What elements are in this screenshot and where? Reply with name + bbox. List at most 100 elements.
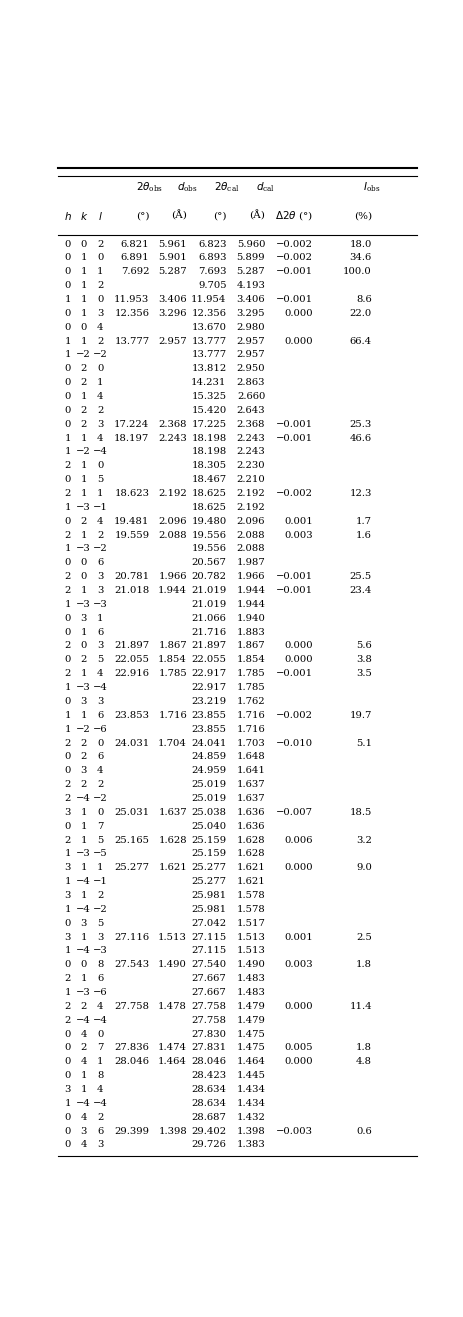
Text: 1.483: 1.483 [237,988,265,997]
Text: 1: 1 [81,433,87,443]
Text: 3.8: 3.8 [356,656,372,664]
Text: 25.159: 25.159 [191,835,226,844]
Text: 27.543: 27.543 [114,960,150,969]
Text: 1.716: 1.716 [237,724,265,734]
Text: 0: 0 [65,1058,71,1067]
Text: 2: 2 [81,780,87,789]
Text: 1.490: 1.490 [237,960,265,969]
Text: 1.483: 1.483 [237,975,265,982]
Text: 0: 0 [97,253,103,262]
Text: −4: −4 [93,1098,108,1108]
Text: 22.917: 22.917 [191,669,226,678]
Text: 0: 0 [65,1141,71,1150]
Text: 0: 0 [65,752,71,761]
Text: 4: 4 [97,766,103,776]
Text: 18.467: 18.467 [191,475,226,485]
Text: −4: −4 [93,1015,108,1025]
Text: 3.2: 3.2 [356,835,372,844]
Text: 24.959: 24.959 [191,766,226,776]
Text: 5: 5 [97,475,103,485]
Text: 21.019: 21.019 [191,601,226,608]
Text: 0.000: 0.000 [284,656,313,664]
Text: 5.960: 5.960 [237,240,265,249]
Text: 3.5: 3.5 [356,669,372,678]
Text: 23.853: 23.853 [114,711,150,720]
Text: 1.637: 1.637 [237,794,265,803]
Text: 1.8: 1.8 [356,960,372,969]
Text: 12.3: 12.3 [350,489,372,498]
Text: −0.002: −0.002 [275,489,313,498]
Text: 14.231: 14.231 [191,378,226,387]
Text: 3: 3 [81,766,87,776]
Text: 4: 4 [97,669,103,678]
Text: 2: 2 [97,240,103,249]
Text: 1.966: 1.966 [237,572,265,581]
Text: 6: 6 [97,711,103,720]
Text: 3: 3 [97,697,103,706]
Text: 1.867: 1.867 [237,641,265,651]
Text: 25.019: 25.019 [191,794,226,803]
Text: 1.513: 1.513 [158,932,187,942]
Text: 1.474: 1.474 [158,1043,187,1052]
Text: 2: 2 [65,641,71,651]
Text: 22.917: 22.917 [191,684,226,691]
Text: 27.042: 27.042 [191,919,226,927]
Text: 21.897: 21.897 [114,641,150,651]
Text: 100.0: 100.0 [343,267,372,277]
Text: 2: 2 [97,780,103,789]
Text: 6: 6 [97,1126,103,1135]
Text: 18.198: 18.198 [191,433,226,443]
Text: 2: 2 [65,780,71,789]
Text: 0.006: 0.006 [284,835,313,844]
Text: 0: 0 [97,807,103,817]
Text: 1.513: 1.513 [237,947,265,955]
Text: 15.325: 15.325 [191,392,226,400]
Text: 0: 0 [97,295,103,304]
Text: −1: −1 [93,503,108,512]
Text: 0: 0 [65,614,71,623]
Text: 34.6: 34.6 [350,253,372,262]
Text: 25.019: 25.019 [191,780,226,789]
Text: 2: 2 [81,420,87,429]
Text: 1: 1 [81,835,87,844]
Text: 1.621: 1.621 [237,877,265,886]
Text: 19.481: 19.481 [114,516,150,525]
Text: 1.445: 1.445 [236,1071,265,1080]
Text: 25.031: 25.031 [114,807,150,817]
Text: (°): (°) [136,211,150,220]
Text: 2.096: 2.096 [158,516,187,525]
Text: 5: 5 [97,919,103,927]
Text: 1: 1 [81,295,87,304]
Text: 1: 1 [81,1071,87,1080]
Text: 2.088: 2.088 [237,531,265,540]
Text: 2: 2 [65,739,71,748]
Text: 25.277: 25.277 [114,863,150,872]
Text: 22.916: 22.916 [114,669,150,678]
Text: 0: 0 [81,323,87,332]
Text: 1: 1 [81,892,87,900]
Text: 0: 0 [65,240,71,249]
Text: 3.295: 3.295 [237,309,265,317]
Text: 1.716: 1.716 [237,711,265,720]
Text: −2: −2 [76,448,91,457]
Text: 4: 4 [97,1002,103,1011]
Text: 1.762: 1.762 [237,697,265,706]
Text: −3: −3 [76,849,91,859]
Text: 1: 1 [97,863,103,872]
Text: 2.210: 2.210 [237,475,265,485]
Text: 27.758: 27.758 [192,1002,226,1011]
Text: 0: 0 [65,267,71,277]
Text: 2: 2 [81,378,87,387]
Text: 2: 2 [97,337,103,345]
Text: 3: 3 [97,641,103,651]
Text: (%): (%) [354,211,372,220]
Text: 0: 0 [65,309,71,317]
Text: 0: 0 [65,1126,71,1135]
Text: 18.625: 18.625 [192,489,226,498]
Text: 2.950: 2.950 [237,365,265,373]
Text: 1.785: 1.785 [158,669,187,678]
Text: −0.010: −0.010 [275,739,313,748]
Text: 2.096: 2.096 [237,516,265,525]
Text: 1: 1 [81,489,87,498]
Text: 3: 3 [81,919,87,927]
